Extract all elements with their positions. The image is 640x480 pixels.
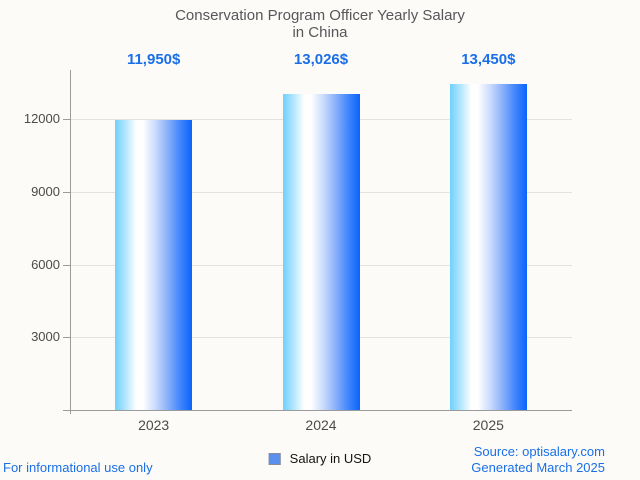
bar-value-label-2024: 13,026$ (293, 51, 349, 68)
bar-2025[interactable] (449, 83, 527, 410)
y-axis-tick (63, 264, 70, 266)
x-axis-label-2025: 2025 (472, 417, 504, 433)
disclaimer-text: For informational use only (3, 460, 153, 475)
y-axis-tick-label: 9000 (31, 183, 60, 199)
legend: Salary in USD (268, 451, 372, 466)
y-axis-tick-label: 12000 (23, 111, 60, 126)
legend-marker-icon (268, 452, 281, 465)
y-axis-tick (63, 119, 70, 120)
x-axis-label-2023: 2023 (138, 417, 170, 433)
x-axis-label-2024: 2024 (305, 417, 337, 433)
y-axis-tick (63, 191, 70, 193)
bar-value-label-2023: 11,950$ (126, 51, 181, 68)
bar-2023[interactable] (115, 120, 193, 410)
chart-title-line2: in China (292, 24, 348, 41)
y-axis-tick-label: 3000 (31, 329, 60, 345)
bar-2024[interactable] (282, 94, 360, 410)
legend-label: Salary in USD (289, 451, 372, 466)
source-block: Source: optisalary.com Generated March 2… (471, 444, 605, 476)
chart-title: Conservation Program Officer Yearly Sala… (0, 7, 640, 41)
x-axis-line (63, 410, 572, 411)
y-axis-line (70, 70, 71, 414)
source-link[interactable]: Source: optisalary.com (473, 444, 605, 459)
y-axis-tick-label: 6000 (31, 256, 60, 272)
bar-value-label-2025: 13,450$ (461, 51, 516, 68)
generated-text: Generated March 2025 (471, 460, 605, 475)
y-axis-tick (63, 337, 70, 339)
chart-title-line1: Conservation Program Officer Yearly Sala… (175, 7, 465, 24)
